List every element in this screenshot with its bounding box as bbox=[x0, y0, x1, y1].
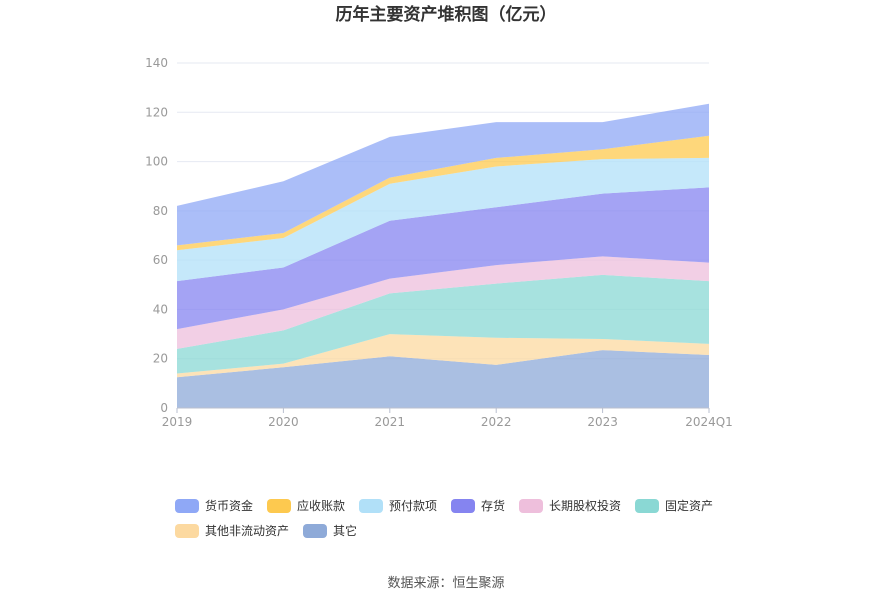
legend-label: 存货 bbox=[481, 498, 505, 513]
x-tick-label: 2021 bbox=[375, 415, 406, 429]
legend-item[interactable]: 预付款项 bbox=[359, 499, 437, 513]
legend-label: 其他非流动资产 bbox=[205, 524, 289, 538]
legend-label: 长期股权投资 bbox=[549, 498, 621, 513]
y-tick-label: 80 bbox=[153, 204, 168, 218]
legend-label: 货币资金 bbox=[205, 498, 253, 513]
y-tick-label: 0 bbox=[160, 401, 168, 415]
x-tick-label: 2019 bbox=[162, 415, 193, 429]
legend-item[interactable]: 货币资金 bbox=[175, 498, 253, 513]
x-tick-label: 2023 bbox=[587, 415, 618, 429]
x-tick-label: 2022 bbox=[481, 415, 512, 429]
area-series-7[interactable] bbox=[177, 135, 709, 251]
legend-label: 应收账款 bbox=[297, 498, 345, 513]
y-tick-label: 40 bbox=[153, 302, 168, 316]
legend-item[interactable]: 固定资产 bbox=[635, 498, 713, 513]
area-series-5[interactable] bbox=[177, 187, 709, 330]
legend-item[interactable]: 其它 bbox=[303, 523, 357, 538]
area-series-2[interactable] bbox=[177, 334, 709, 378]
x-tick-label: 2020 bbox=[268, 415, 299, 429]
y-tick-label: 60 bbox=[153, 253, 168, 267]
y-tick-label: 100 bbox=[145, 155, 168, 169]
legend-item[interactable]: 存货 bbox=[451, 498, 505, 513]
legend-swatch bbox=[519, 499, 543, 513]
area-series-4[interactable] bbox=[177, 256, 709, 349]
axes: 0 20 40 60 80 100 120 140 2019 2020 2021 2022 2023 20… bbox=[145, 56, 733, 429]
legend-label: 其它 bbox=[333, 523, 357, 538]
legend-label: 固定资产 bbox=[665, 498, 713, 513]
legend-label: 预付款项 bbox=[389, 499, 437, 513]
chart-title: 历年主要资产堆积图（亿元） bbox=[336, 4, 557, 25]
legend-swatch bbox=[359, 499, 383, 513]
plot-area bbox=[177, 103, 709, 408]
area-series-6[interactable] bbox=[177, 157, 709, 282]
legend-swatch bbox=[267, 499, 291, 513]
legend-swatch bbox=[451, 499, 475, 513]
legend-swatch bbox=[175, 499, 199, 513]
area-series-3[interactable] bbox=[177, 274, 709, 374]
legend-swatch bbox=[635, 499, 659, 513]
y-tick-label: 20 bbox=[153, 352, 168, 366]
x-tick-label: 2024Q1 bbox=[685, 415, 733, 429]
data-source: 数据来源：恒生聚源 bbox=[387, 576, 504, 591]
legend-item[interactable]: 长期股权投资 bbox=[519, 498, 621, 513]
legend-item[interactable]: 应收账款 bbox=[267, 498, 345, 513]
area-series-8[interactable] bbox=[177, 103, 709, 246]
legend-item[interactable]: 其他非流动资产 bbox=[175, 524, 289, 538]
legend-swatch bbox=[303, 524, 327, 538]
area-series-1[interactable] bbox=[177, 350, 709, 408]
y-tick-label: 120 bbox=[145, 105, 168, 119]
y-tick-label: 140 bbox=[145, 56, 168, 70]
legend-swatch bbox=[175, 524, 199, 538]
